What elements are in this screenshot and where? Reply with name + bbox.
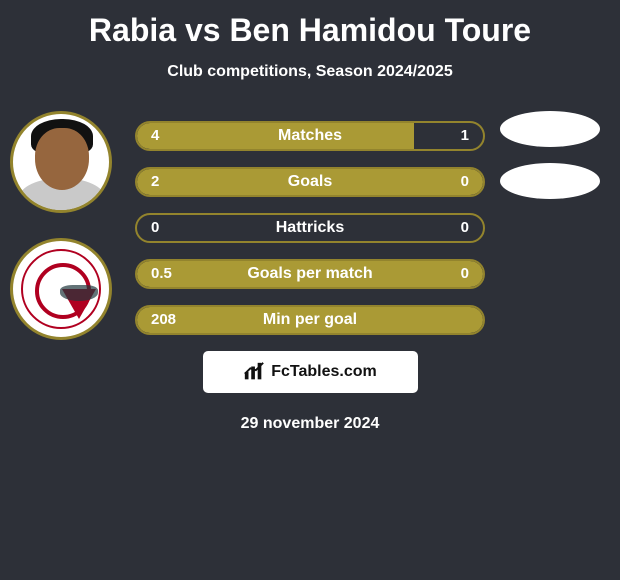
club-badge-al-ahly [10, 238, 112, 340]
stat-bar-hattricks: 0 Hattricks 0 [135, 213, 485, 243]
stat-label: Matches [137, 123, 483, 149]
player-photo-placeholder [500, 111, 600, 147]
player-photo-rabia [10, 111, 112, 213]
left-avatars [10, 111, 112, 365]
stat-bar-goals-per-match: 0.5 Goals per match 0 [135, 259, 485, 289]
stat-bars: 4 Matches 1 2 Goals 0 0 Hattricks 0 0.5 … [135, 121, 485, 335]
stat-value-right: 0 [461, 261, 469, 287]
brand-text: FcTables.com [271, 363, 377, 381]
page-subtitle: Club competitions, Season 2024/2025 [0, 63, 620, 81]
stat-label: Goals [137, 169, 483, 195]
comparison-panel: 4 Matches 1 2 Goals 0 0 Hattricks 0 0.5 … [0, 121, 620, 433]
brand-badge: FcTables.com [203, 351, 418, 393]
page-title: Rabia vs Ben Hamidou Toure [0, 0, 620, 49]
stat-value-right: 0 [461, 169, 469, 195]
stat-value-right: 0 [461, 215, 469, 241]
right-avatars [500, 111, 600, 215]
stat-label: Goals per match [137, 261, 483, 287]
stat-bar-matches: 4 Matches 1 [135, 121, 485, 151]
bar-chart-icon [243, 361, 265, 383]
stat-bar-min-per-goal: 208 Min per goal [135, 305, 485, 335]
stat-value-right: 1 [461, 123, 469, 149]
stat-label: Hattricks [137, 215, 483, 241]
stat-label: Min per goal [137, 307, 483, 333]
stat-bar-goals: 2 Goals 0 [135, 167, 485, 197]
club-badge-placeholder [500, 163, 600, 199]
snapshot-date: 29 november 2024 [0, 415, 620, 433]
